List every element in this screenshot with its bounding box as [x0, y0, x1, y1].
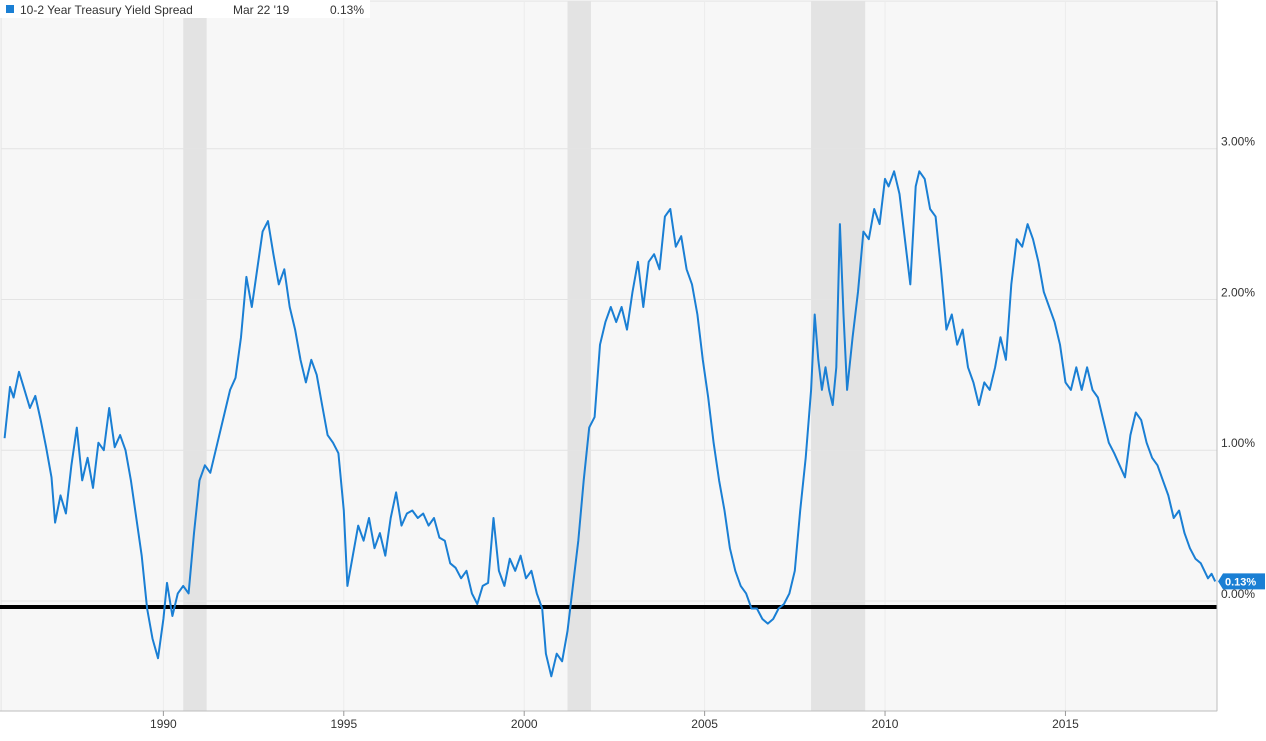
legend-value: 0.13%	[330, 3, 364, 17]
legend-date: Mar 22 '19	[233, 3, 290, 17]
y-axis: 0.00% 1.00% 2.00% 3.00%	[1216, 1, 1255, 711]
series-group	[3, 170, 1217, 678]
y-tick-label-1: 1.00%	[1221, 436, 1255, 450]
y-tick-label-2: 2.00%	[1221, 285, 1255, 299]
x-tick-label-5: 2015	[1052, 717, 1079, 731]
x-tick-label-4: 2010	[872, 717, 899, 731]
recession-band-0	[183, 1, 207, 711]
legend-swatch	[6, 5, 14, 13]
legend: 10-2 Year Treasury Yield Spread Mar 22 '…	[0, 0, 370, 18]
corner-filler	[1218, 712, 1266, 741]
recession-band-2	[811, 1, 866, 711]
recession-band-1	[567, 1, 591, 711]
last-value-label: 0.13%	[1225, 576, 1256, 588]
x-tick-label-3: 2005	[691, 717, 718, 731]
x-tick-label-2: 2000	[511, 717, 538, 731]
x-tick-label-1: 1995	[330, 717, 357, 731]
y-tick-label-0: 0.00%	[1221, 587, 1255, 601]
x-axis: 1990 1995 2000 2005 2010 2015	[0, 710, 1217, 731]
x-tick-label-0: 1990	[150, 717, 177, 731]
last-value-badge: 0.13%	[1218, 573, 1265, 590]
series-line-0	[3, 170, 1217, 678]
y-tick-label-3: 3.00%	[1221, 135, 1255, 149]
last-value-badge-background	[1218, 573, 1265, 590]
gridlines	[1, 1, 1217, 711]
recession-bands	[183, 1, 866, 711]
legend-series-name: 10-2 Year Treasury Yield Spread	[20, 3, 193, 17]
legend-background	[0, 0, 370, 18]
